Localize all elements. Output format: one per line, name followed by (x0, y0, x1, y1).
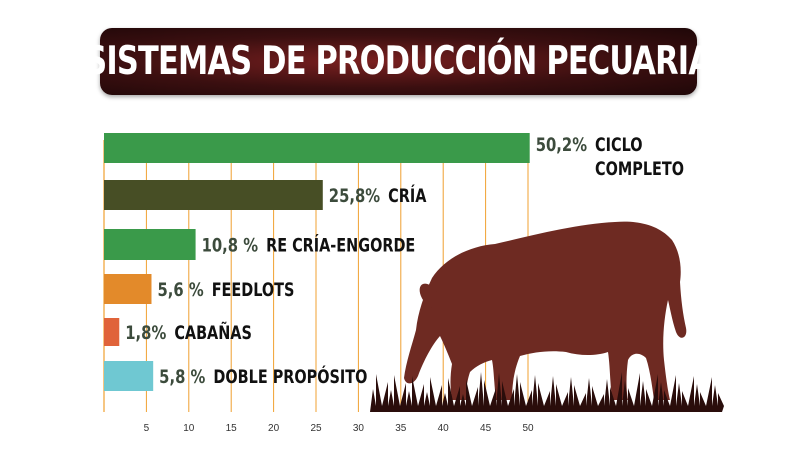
bar-category-label: RE CRÍA-ENGORDE (266, 232, 415, 256)
bar-category-label: CRÍA (388, 183, 426, 207)
x-tick-label: 45 (480, 423, 492, 434)
bar-value-label: 50,2% (536, 134, 587, 156)
title-banner: SISTEMAS DE PRODUCCIÓN PECUARIA (86, 28, 712, 95)
bar (104, 274, 152, 304)
x-tick-label: 30 (353, 423, 365, 434)
bar-value-label: 25,8% (329, 185, 380, 207)
bar-category-label: CABAÑAS (174, 319, 252, 344)
x-tick-label: 20 (268, 423, 280, 434)
grass-icon (370, 372, 724, 412)
bar-category-label: DOBLE PROPÓSITO (213, 364, 367, 388)
bar-value-label: 5,6 % (157, 279, 203, 301)
x-tick-label: 10 (183, 423, 195, 434)
cow-body (404, 221, 687, 400)
x-tick-label: 25 (310, 423, 322, 434)
chart-title: SISTEMAS DE PRODUCCIÓN PECUARIA (85, 39, 713, 84)
bar-category-label: FEEDLOTS (212, 278, 295, 301)
cow-ear (419, 283, 441, 309)
bar (104, 180, 323, 210)
bar-value-label: 10,8 % (202, 235, 259, 257)
grass-blades (370, 372, 724, 412)
x-tick-label: 35 (395, 423, 407, 434)
bar-value-label: 1,8% (125, 322, 166, 344)
bar (104, 229, 196, 260)
cow-silhouette-icon (404, 221, 687, 400)
x-tick-label: 15 (226, 423, 238, 434)
bar (104, 133, 530, 163)
bar (104, 361, 154, 391)
bar-category-label: COMPLETO (595, 157, 684, 180)
bar-value-label: 5,8 % (159, 366, 205, 388)
bar (104, 318, 120, 346)
bar-category-label: CICLO (595, 133, 642, 156)
x-tick-label: 50 (522, 423, 534, 434)
x-tick-label: 40 (438, 423, 450, 434)
x-tick-label: 5 (144, 423, 150, 434)
